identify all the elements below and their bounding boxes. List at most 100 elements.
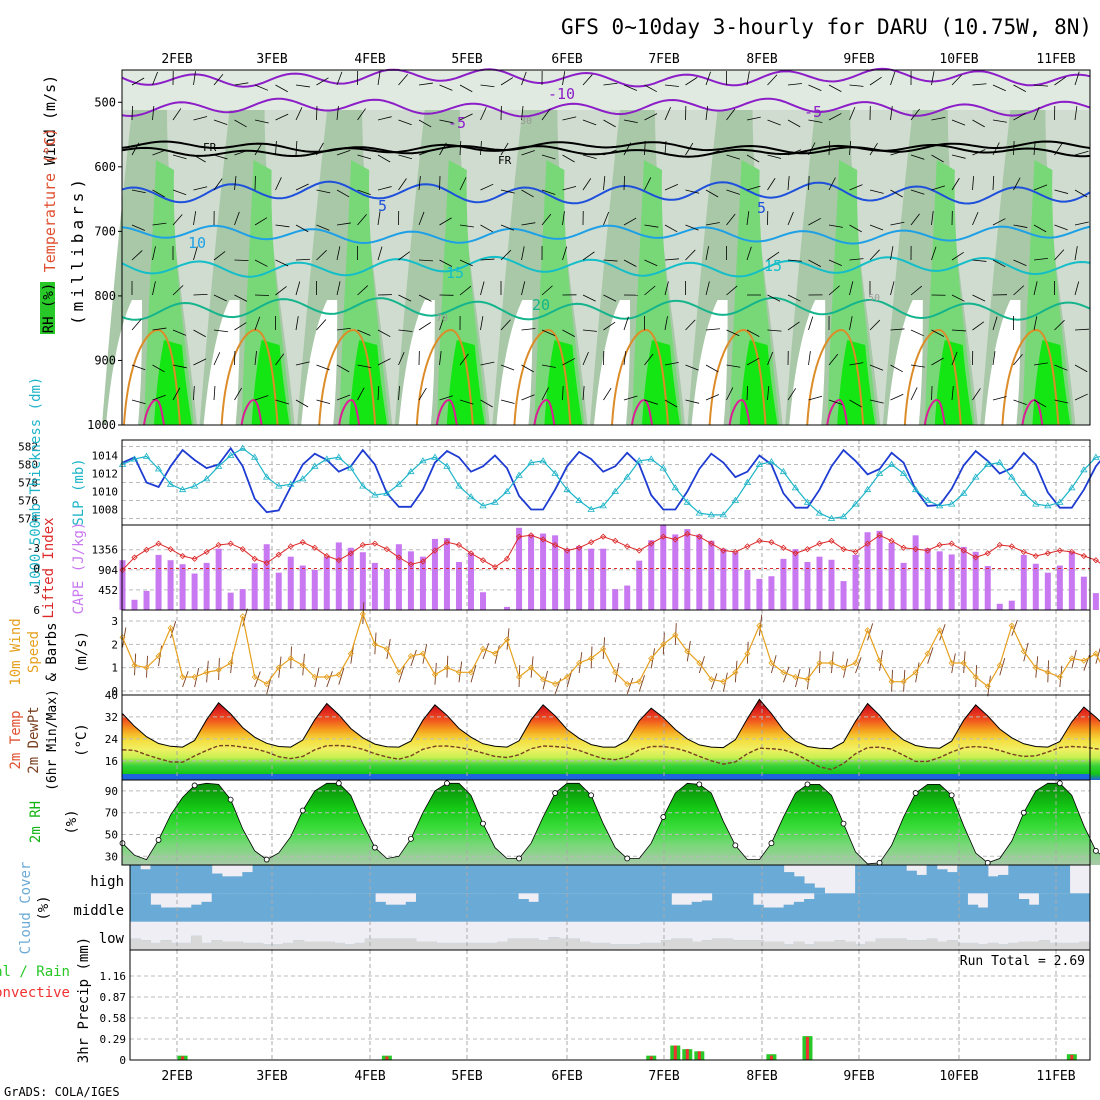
cape-bar [323, 556, 330, 610]
lifted-index-point [299, 539, 306, 546]
wind-barb [931, 185, 945, 191]
cape-bar [179, 564, 186, 610]
thickness-point [178, 485, 187, 493]
thickness-point [311, 462, 319, 469]
wind-barb [480, 399, 493, 408]
thickness-point [563, 485, 571, 493]
rh-point [155, 837, 162, 843]
low-cloud-bar [661, 940, 672, 950]
low-cloud-bar [354, 942, 366, 950]
wind-barb [398, 119, 412, 126]
wind-barb [254, 259, 268, 267]
low-cloud-bar [895, 938, 907, 950]
thickness-point [935, 502, 944, 509]
cape-bar [780, 558, 787, 610]
cloud-cover-bar [671, 865, 682, 894]
wind-barb [213, 178, 223, 191]
wind-barb [152, 222, 167, 226]
low-cloud-bar [947, 940, 958, 950]
cloud-cover-bar [507, 865, 519, 894]
wind-barb [131, 189, 146, 194]
rh-point [804, 781, 811, 788]
wind-speed-point [1068, 655, 1075, 662]
temp-contour-30 [143, 398, 165, 426]
wind-barb [849, 258, 864, 261]
thickness-point [154, 465, 163, 472]
wind-speed-point [263, 680, 270, 688]
cloud-cover-bar [701, 865, 713, 894]
cape-bar [936, 551, 943, 610]
lifted-index-point [816, 540, 823, 547]
wind-barb [992, 84, 1006, 92]
thickness-point [226, 451, 235, 458]
surface-wind-barb [386, 639, 391, 660]
wind-speed-point [455, 669, 463, 676]
wind-barb [828, 285, 840, 296]
bottom-date-label: 4FEB [354, 1069, 385, 1084]
wind-barb [951, 386, 954, 401]
temp-contour-25 [903, 328, 962, 426]
cloud-cover-bar [293, 865, 305, 894]
cloud-cover-bar [354, 893, 366, 922]
low-cloud-bar [415, 941, 427, 950]
rh-point [768, 840, 775, 847]
wind-speed-point [167, 624, 174, 632]
wind-speed-point [503, 636, 511, 643]
wind-barb [664, 141, 667, 156]
top-date-label: 9FEB [843, 52, 874, 67]
wind-barb [254, 351, 257, 366]
dry-slot [106, 300, 142, 425]
surface-wind-barb [999, 657, 1006, 676]
wind-barb [767, 386, 770, 401]
lifted-index-point [1020, 548, 1027, 555]
wind-barb [808, 142, 816, 156]
wind-barb [131, 364, 146, 371]
bottom-date-label: 7FEB [648, 1069, 679, 1084]
low-cloud-bar [548, 937, 560, 950]
wind-tick-label: 1 [111, 662, 118, 675]
wind-barb [336, 327, 351, 331]
thickness-point [551, 469, 559, 476]
cape-bar [1020, 554, 1027, 610]
wind-barb [336, 222, 351, 226]
rh-legend-swatch [40, 282, 55, 334]
lifted-index-point [239, 546, 246, 553]
wind-barb [316, 77, 329, 86]
wind-barb [828, 353, 839, 366]
low-cloud-bar [191, 935, 202, 950]
wind-speed-point [371, 641, 378, 648]
cloud-cover-bar [804, 899, 815, 922]
surface-wind-barb [182, 671, 189, 688]
pressure-tick-label: 500 [94, 95, 116, 109]
cloud-cover-bar [1028, 865, 1040, 894]
rh-tick-label: 50 [105, 828, 118, 841]
cape-bar [263, 544, 270, 610]
wind-barb [890, 393, 904, 401]
thickness-point [238, 444, 247, 451]
cape-bar [564, 548, 571, 610]
pressure-axis: 500 600 700 800 900 1000 [87, 95, 122, 432]
cloud-cover-bar [375, 901, 386, 922]
cloud-cover-bar [405, 865, 417, 894]
wind-barb [828, 177, 836, 191]
rh-point [335, 780, 342, 787]
wind-barb [951, 154, 966, 159]
dry-slot [203, 300, 240, 425]
cloud-cover-bar [936, 893, 948, 922]
wind-speed-point [275, 664, 282, 671]
wind-barb [787, 149, 802, 156]
thickness-point [827, 514, 836, 521]
wind-barb [152, 394, 166, 401]
wind-barb [849, 106, 856, 121]
wind-barb [1033, 224, 1047, 233]
wind-speed-point [624, 680, 631, 688]
contour-label-rh70: 70 [436, 313, 448, 324]
wind-barb [562, 358, 576, 366]
low-cloud-bar [262, 944, 274, 950]
cloud-cover-bar [456, 893, 468, 922]
wind-barb [746, 211, 750, 226]
cloud-cover-bar [528, 901, 540, 922]
rh-point [732, 842, 739, 849]
wind-barb [459, 353, 469, 366]
wind-barb [705, 328, 720, 331]
